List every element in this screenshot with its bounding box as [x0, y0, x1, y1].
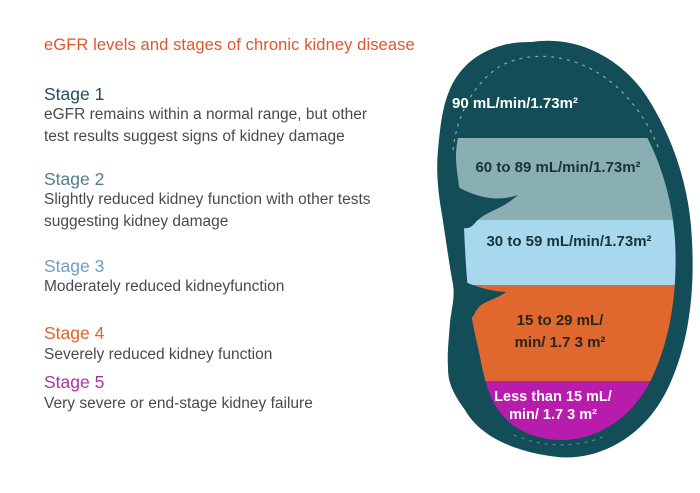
band-label-stage-4-line-1: 15 to 29 mL/ [517, 312, 605, 329]
stage-1-heading: Stage 1 [44, 84, 105, 104]
page-title: eGFR levels and stages of chronic kidney… [44, 36, 415, 54]
stage-2-description-line-2: suggesting kidney damage [44, 213, 229, 230]
band-label-stage-5-line-1: Less than 15 mL/ [494, 389, 612, 405]
hilum-notch-top-icon [451, 186, 518, 229]
stage-5-heading: Stage 5 [44, 372, 105, 392]
band-stage-3 [455, 220, 676, 285]
stage-4-heading: Stage 4 [44, 323, 105, 343]
band-stage-4 [455, 285, 676, 381]
band-label-stage-1: 90 mL/min/1.73m² [452, 95, 578, 112]
stage-3-heading: Stage 3 [44, 256, 105, 276]
band-label-stage-5-line-2: min/ 1.7 3 m² [509, 407, 597, 423]
stage-1-description-line-1: eGFR remains within a normal range, but … [44, 106, 368, 123]
hilum-notch-bottom-icon [454, 279, 506, 320]
stage-2-description-line-1: Slightly reduced kidney function with ot… [44, 191, 371, 208]
stage-3-description-line-1: Moderately reduced kidneyfunction [44, 278, 285, 295]
dashed-arc-bottom [513, 434, 606, 446]
stage-2-heading: Stage 2 [44, 169, 105, 189]
band-label-stage-4-line-2: min/ 1.7 3 m² [515, 334, 606, 351]
stage-4-description-line-1: Severely reduced kidney function [44, 346, 273, 363]
stage-1-description-line-2: test results suggest signs of kidney dam… [44, 128, 345, 145]
band-label-stage-2: 60 to 89 mL/min/1.73m² [475, 159, 640, 176]
stage-5-description-line-1: Very severe or end-stage kidney failure [44, 395, 313, 412]
band-label-stage-3: 30 to 59 mL/min/1.73m² [486, 233, 651, 250]
